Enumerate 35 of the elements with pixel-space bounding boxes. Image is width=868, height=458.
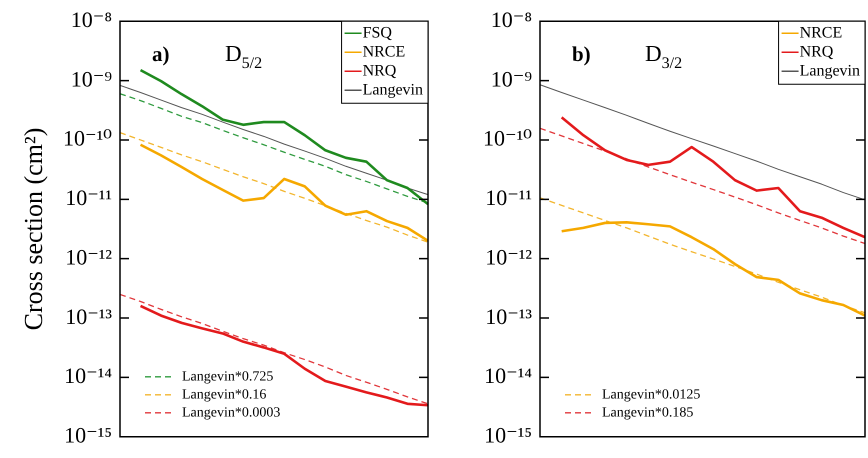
- legend-label: Langevin: [800, 62, 860, 80]
- legend-label: FSQ: [362, 24, 392, 42]
- y-tick-label: 10⁻¹¹: [485, 185, 532, 210]
- y-axis-title: Cross section (cm²): [19, 128, 48, 330]
- y-tick-label: 10⁻¹⁵: [484, 422, 532, 448]
- legend-label: Langevin*0.16: [182, 387, 266, 402]
- y-tick-label: 10⁻¹⁴: [484, 363, 532, 388]
- line-series: [539, 128, 866, 244]
- y-tick-label: 10⁻¹⁰: [62, 126, 112, 151]
- annotation: a): [152, 42, 170, 66]
- y-tick-label: 10⁻¹³: [485, 304, 532, 329]
- y-tick-label: 10⁻¹²: [485, 244, 532, 270]
- legend-label: Langevin*0.725: [182, 369, 274, 384]
- y-tick-label: 10⁻¹⁵: [64, 422, 112, 448]
- legend-label: Langevin*0.0003: [182, 405, 280, 420]
- line-series: [539, 197, 866, 314]
- y-tick-label: 10⁻⁹: [490, 66, 532, 92]
- legend-label: NRCE: [800, 24, 842, 42]
- legend-label: NRQ: [362, 62, 397, 80]
- legend-label: Langevin*0.0125: [602, 387, 700, 402]
- y-tick-label: 10⁻¹¹: [65, 185, 112, 210]
- line-series: [119, 294, 429, 404]
- y-tick-label: 10⁻¹²: [65, 244, 112, 270]
- y-tick-label: 10⁻¹⁴: [64, 363, 112, 388]
- y-tick-label: 10⁻¹⁰: [482, 126, 532, 151]
- y-tick-label: 10⁻⁹: [70, 66, 112, 92]
- annotation: b): [572, 42, 591, 66]
- y-tick-label: 10⁻⁸: [70, 6, 112, 32]
- line-series: [119, 132, 429, 243]
- legend-label: NRQ: [800, 43, 834, 60]
- legend-label: NRCE: [362, 43, 406, 60]
- legend-label: Langevin: [362, 81, 423, 98]
- y-tick-label: 10⁻⁸: [490, 6, 532, 32]
- y-tick-label: 10⁻¹³: [65, 304, 112, 329]
- legend-label: Langevin*0.185: [602, 405, 694, 420]
